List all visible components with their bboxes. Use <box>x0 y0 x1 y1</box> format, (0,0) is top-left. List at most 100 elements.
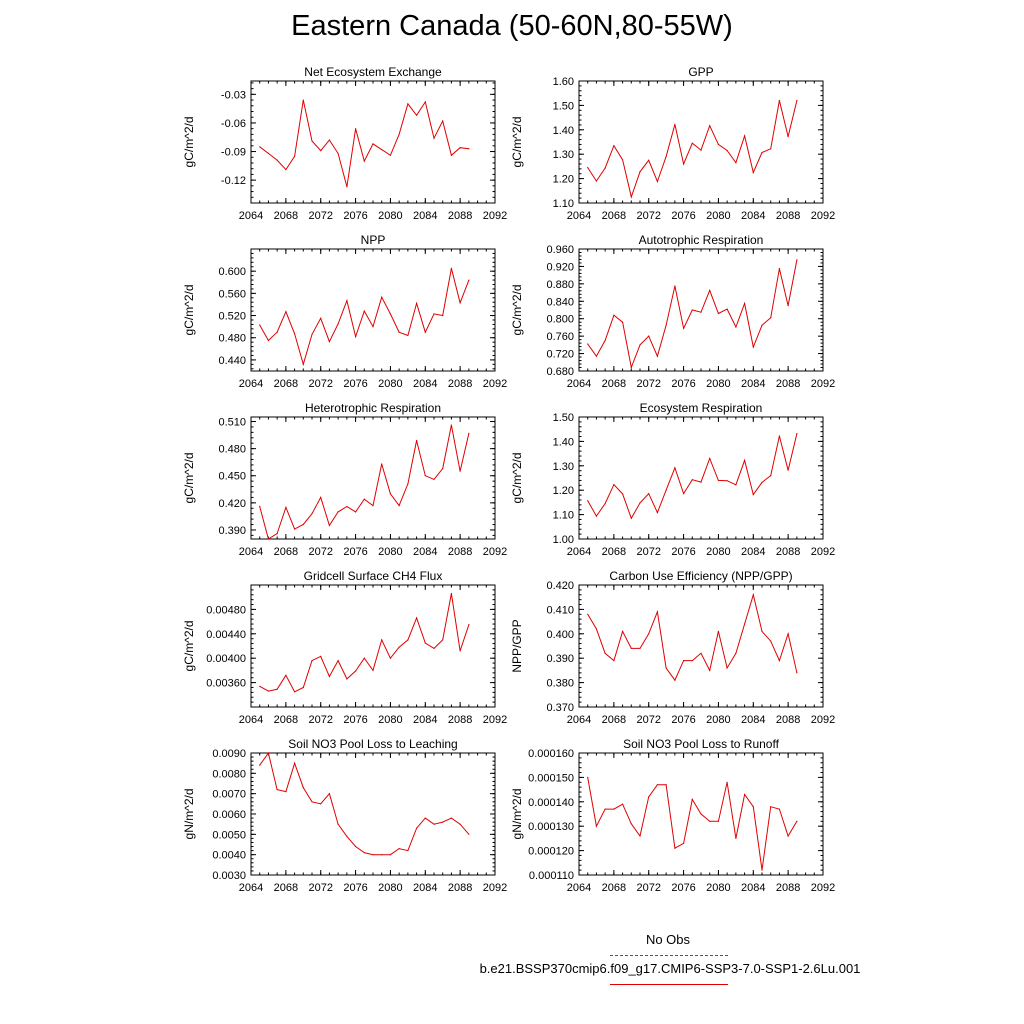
data-point <box>459 650 461 652</box>
plot-frame <box>578 248 824 372</box>
data-point <box>468 148 470 150</box>
data-point <box>407 850 409 852</box>
data-point <box>604 503 606 505</box>
x-tick-label: 2068 <box>274 210 298 222</box>
y-tick-label: 0.00400 <box>206 653 246 665</box>
data-point <box>674 467 676 469</box>
data-point <box>709 125 711 127</box>
data-point <box>433 313 435 315</box>
data-point <box>604 339 606 342</box>
data-point <box>587 613 589 615</box>
data-point <box>372 854 374 856</box>
data-point <box>613 484 615 486</box>
data-point <box>630 823 632 825</box>
data-point <box>691 309 693 311</box>
data-point <box>337 323 339 325</box>
data-point <box>302 363 304 365</box>
data-point <box>691 798 693 801</box>
x-tick-label: 2076 <box>671 882 695 894</box>
data-point <box>450 817 452 819</box>
x-tick-label: 2084 <box>741 546 765 558</box>
y-tick-label: 0.0090 <box>212 748 246 760</box>
data-point <box>398 848 400 850</box>
x-tick-label: 2076 <box>343 714 367 726</box>
data-point <box>363 310 365 312</box>
data-point <box>320 803 322 805</box>
x-tick-label: 2092 <box>483 882 507 894</box>
x-tick-label: 2080 <box>378 210 402 222</box>
plot-frame <box>578 584 824 708</box>
data-point <box>285 311 287 313</box>
data-point <box>691 142 693 144</box>
x-tick-label: 2080 <box>706 210 730 222</box>
data-point <box>622 493 624 495</box>
legend-case-label: b.e21.BSSP370cmip6.f09_g17.CMIP6-SSP3-7.… <box>479 961 861 976</box>
x-tick-label: 2068 <box>274 546 298 558</box>
data-point <box>674 847 676 849</box>
data-point <box>622 630 624 633</box>
data-point <box>752 494 754 496</box>
x-tick-label: 2064 <box>239 546 263 558</box>
data-point <box>700 813 702 815</box>
plot-frame <box>250 80 496 204</box>
x-tick-label: 2084 <box>741 210 765 222</box>
y-axis-label: gC/m^2/d <box>182 453 196 504</box>
plot-frame <box>578 80 824 204</box>
data-point <box>276 789 278 791</box>
data-point <box>639 502 641 504</box>
y-axis-label: gC/m^2/d <box>182 285 196 336</box>
panel-title: Gridcell Surface CH4 Flux <box>304 569 443 583</box>
data-point <box>648 493 650 495</box>
x-tick-label: 2072 <box>636 546 660 558</box>
y-tick-label: 1.50 <box>553 100 574 112</box>
x-tick-label: 2076 <box>671 378 695 390</box>
x-tick-label: 2084 <box>413 378 437 390</box>
data-point <box>735 652 737 654</box>
data-point <box>407 334 409 337</box>
y-tick-label: 1.40 <box>553 125 574 137</box>
data-point <box>665 156 667 158</box>
series-line <box>587 259 798 370</box>
data-point <box>381 463 383 465</box>
legend-case-swatch <box>610 984 728 985</box>
data-point <box>796 99 798 102</box>
data-point <box>276 331 278 333</box>
series-line <box>259 425 470 540</box>
data-point <box>691 660 693 662</box>
data-point <box>761 869 763 871</box>
data-point <box>744 459 746 461</box>
x-tick-label: 2064 <box>239 210 263 222</box>
data-point <box>276 688 278 690</box>
data-point <box>363 852 365 854</box>
data-point <box>328 341 330 343</box>
data-point <box>770 148 772 150</box>
data-point <box>407 103 409 105</box>
x-tick-label: 2092 <box>811 378 835 390</box>
data-point <box>787 633 789 635</box>
panel-5: Ecosystem Respiration gC/m^2/d 2064 2068 207… <box>510 401 835 558</box>
panel-1: GPP gC/m^2/d 2064 2068 2072 2076 2080 2084 2088 2… <box>510 65 835 222</box>
data-point <box>595 355 598 357</box>
data-point <box>381 639 383 641</box>
data-point <box>311 660 313 662</box>
data-point <box>433 478 435 480</box>
data-point <box>778 435 781 437</box>
data-point <box>267 752 269 754</box>
data-point <box>630 196 632 198</box>
data-point <box>630 366 632 369</box>
data-point <box>389 313 391 315</box>
data-point <box>346 300 348 302</box>
data-point <box>328 675 330 678</box>
data-point <box>442 821 444 823</box>
data-point <box>656 611 659 613</box>
data-point <box>381 296 383 298</box>
panel-title: Soil NO3 Pool Loss to Leaching <box>288 737 457 751</box>
x-tick-label: 2084 <box>413 882 437 894</box>
data-point <box>407 639 409 641</box>
data-point <box>398 505 400 507</box>
y-tick-label: 0.420 <box>546 580 574 592</box>
y-tick-label: 0.00440 <box>206 629 246 641</box>
y-tick-label: 1.20 <box>553 485 574 497</box>
data-point <box>267 339 269 342</box>
data-point <box>416 439 418 442</box>
